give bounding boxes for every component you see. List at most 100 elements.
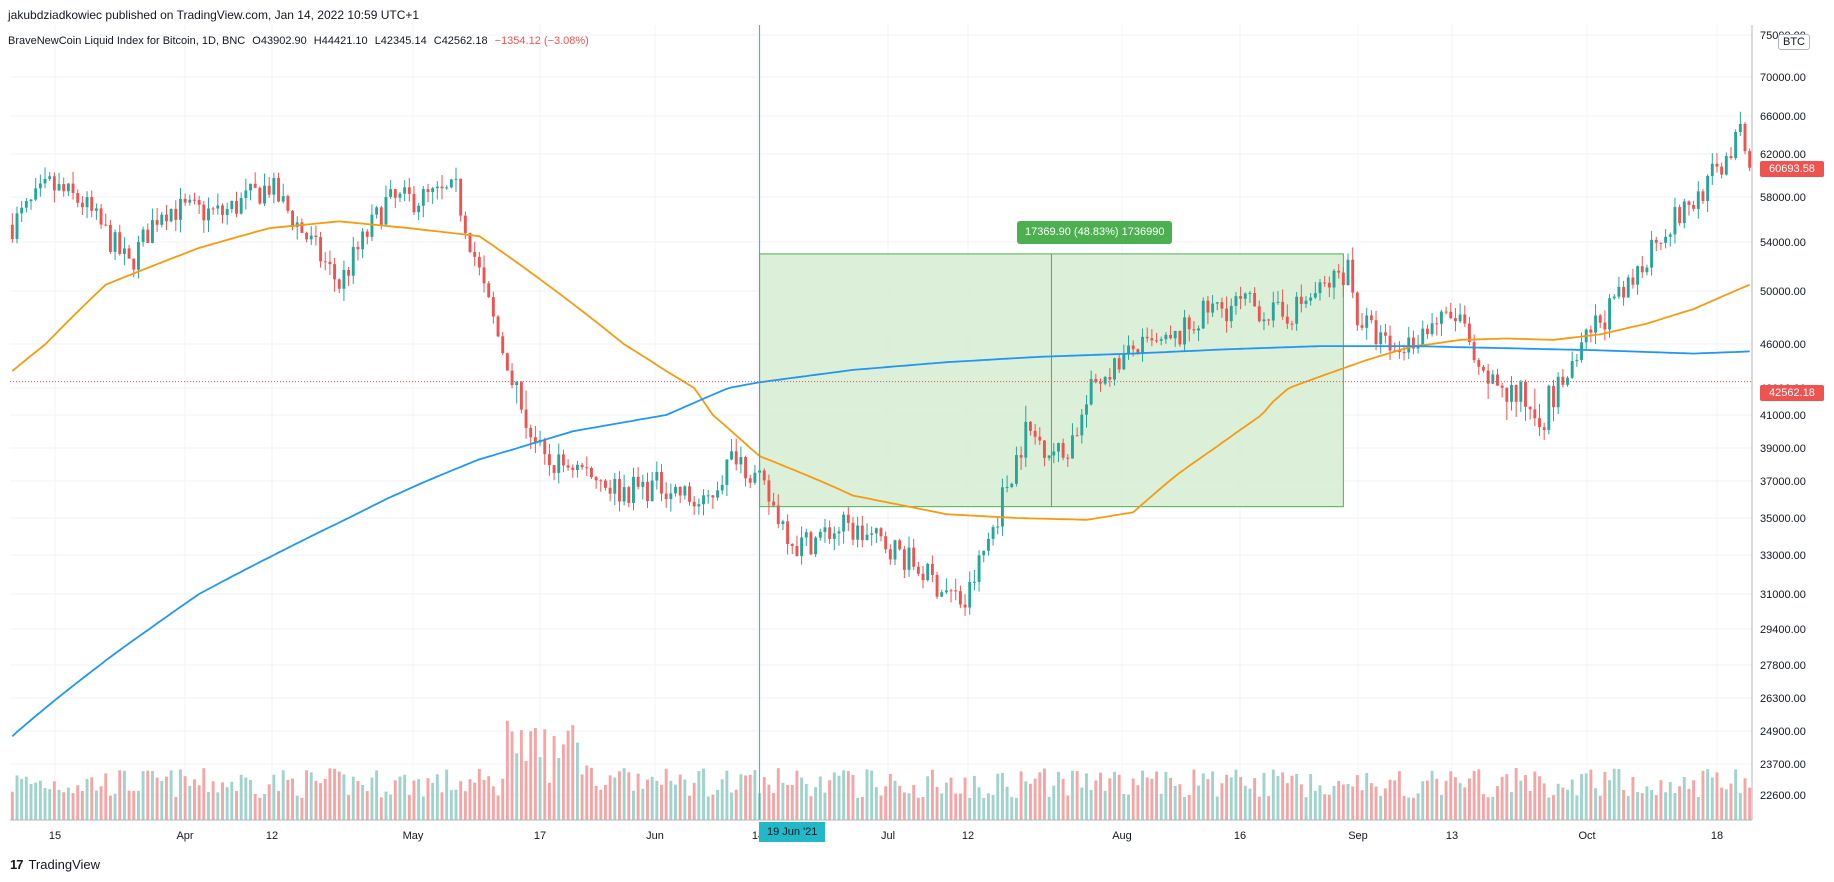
candle-body (272, 178, 276, 195)
volume-bar (557, 758, 561, 820)
candle-body (1131, 345, 1135, 350)
candle-body (781, 521, 785, 525)
candle-body (977, 555, 981, 582)
volume-bar (1141, 770, 1144, 820)
candle-body (599, 480, 603, 482)
candle-body (291, 210, 294, 227)
volume-bar (1094, 780, 1098, 820)
candle-body (183, 198, 187, 203)
volume-bar (613, 777, 617, 820)
volume-bar (1496, 786, 1499, 820)
volume-bar (314, 780, 318, 820)
volume-bar (874, 787, 878, 820)
volume-bar (949, 777, 953, 820)
candle-body (281, 196, 285, 202)
candle-body (1229, 305, 1233, 322)
volume-bar (1477, 769, 1481, 820)
volume-bar (1393, 780, 1397, 820)
candle-body (1379, 332, 1383, 345)
candle-body (1449, 311, 1453, 319)
time-axis[interactable]: 15 Apr 12 May 17 Jun 14 Jul 12 Aug 16 Sep 13 Oct 18 (49, 830, 1723, 842)
candle-body (646, 481, 649, 502)
price-tick-label: 46000.00 (1760, 339, 1806, 351)
volume-bar (1411, 797, 1415, 820)
candle-body (160, 214, 164, 225)
candle-body (1047, 455, 1051, 458)
volume-bar (818, 776, 822, 820)
candle-body (837, 531, 841, 534)
candle-body (636, 476, 640, 487)
volume-bar (1622, 789, 1626, 820)
volume-bar (1061, 778, 1065, 820)
candle-body (683, 486, 687, 496)
volume-bar (706, 796, 710, 820)
candle-body (1594, 315, 1597, 333)
volume-bar (669, 780, 673, 820)
candle-body (1355, 292, 1359, 326)
candle-body (561, 454, 565, 466)
volume-bar (893, 780, 897, 820)
volume-bar (1687, 788, 1691, 820)
candle-body (1748, 151, 1752, 168)
candle-body (347, 269, 351, 276)
currency-badge[interactable]: BTC (1778, 34, 1810, 50)
candle-body (118, 232, 122, 254)
volume-bar (814, 787, 818, 820)
volume-bar (842, 770, 846, 820)
volume-bar (832, 772, 836, 820)
volume-bar (561, 744, 565, 820)
volume-bar (1248, 788, 1252, 820)
price-tick-label: 39000.00 (1760, 443, 1806, 455)
volume-bar (449, 790, 453, 820)
volume-bar (1332, 785, 1336, 820)
volume-bar (846, 771, 850, 820)
volume-bar (421, 796, 425, 820)
candle-body (930, 563, 934, 575)
volume-bar (1155, 771, 1158, 820)
candle-body (1253, 292, 1257, 307)
symbol-legend: BraveNewCoin Liquid Index for Bitcoin, 1… (8, 35, 593, 47)
tradingview-brand[interactable]: 17 TradingView (10, 857, 100, 872)
candle-body (1720, 166, 1724, 175)
volume-bar (253, 793, 257, 820)
candle-body (1243, 293, 1247, 299)
candle-body (505, 353, 509, 371)
volume-bar (566, 730, 570, 820)
volume-bar (496, 795, 500, 820)
candle-body (1617, 286, 1621, 297)
volume-bar (1626, 796, 1630, 820)
moving-average-long-line (11, 345, 1750, 738)
volume-bar (772, 792, 776, 820)
candle-body (1080, 414, 1084, 436)
volume-bar (1748, 787, 1752, 820)
volume-bar (674, 784, 677, 820)
volume-bar (963, 777, 967, 820)
volume-bar (1575, 795, 1579, 820)
candle-body (71, 183, 75, 194)
candle-body (477, 256, 481, 268)
candle-body (1640, 266, 1644, 273)
candle-body (440, 186, 444, 189)
volume-bar (1159, 793, 1163, 820)
candle-body (510, 370, 514, 386)
volume-bar (1383, 788, 1387, 820)
candle-body (589, 467, 593, 478)
volume-bar (300, 797, 304, 820)
price-axis[interactable]: 75000.0070000.0066000.0062000.0058000.00… (1760, 30, 1806, 802)
candle-body (1089, 378, 1093, 405)
volume-bar (1136, 785, 1140, 820)
candle-body (141, 229, 145, 242)
volume-bar (1640, 793, 1644, 820)
volume-bar (641, 788, 645, 820)
volume-bar (305, 770, 309, 820)
volume-bar (361, 784, 365, 820)
candle-body (1668, 234, 1672, 237)
candle-body (323, 261, 327, 263)
candle-body (459, 178, 463, 216)
candle-body (926, 563, 930, 581)
candle-body (1397, 350, 1401, 353)
volume-bar (150, 770, 154, 820)
volume-bar (1113, 771, 1116, 820)
volume-bar (1257, 796, 1261, 820)
